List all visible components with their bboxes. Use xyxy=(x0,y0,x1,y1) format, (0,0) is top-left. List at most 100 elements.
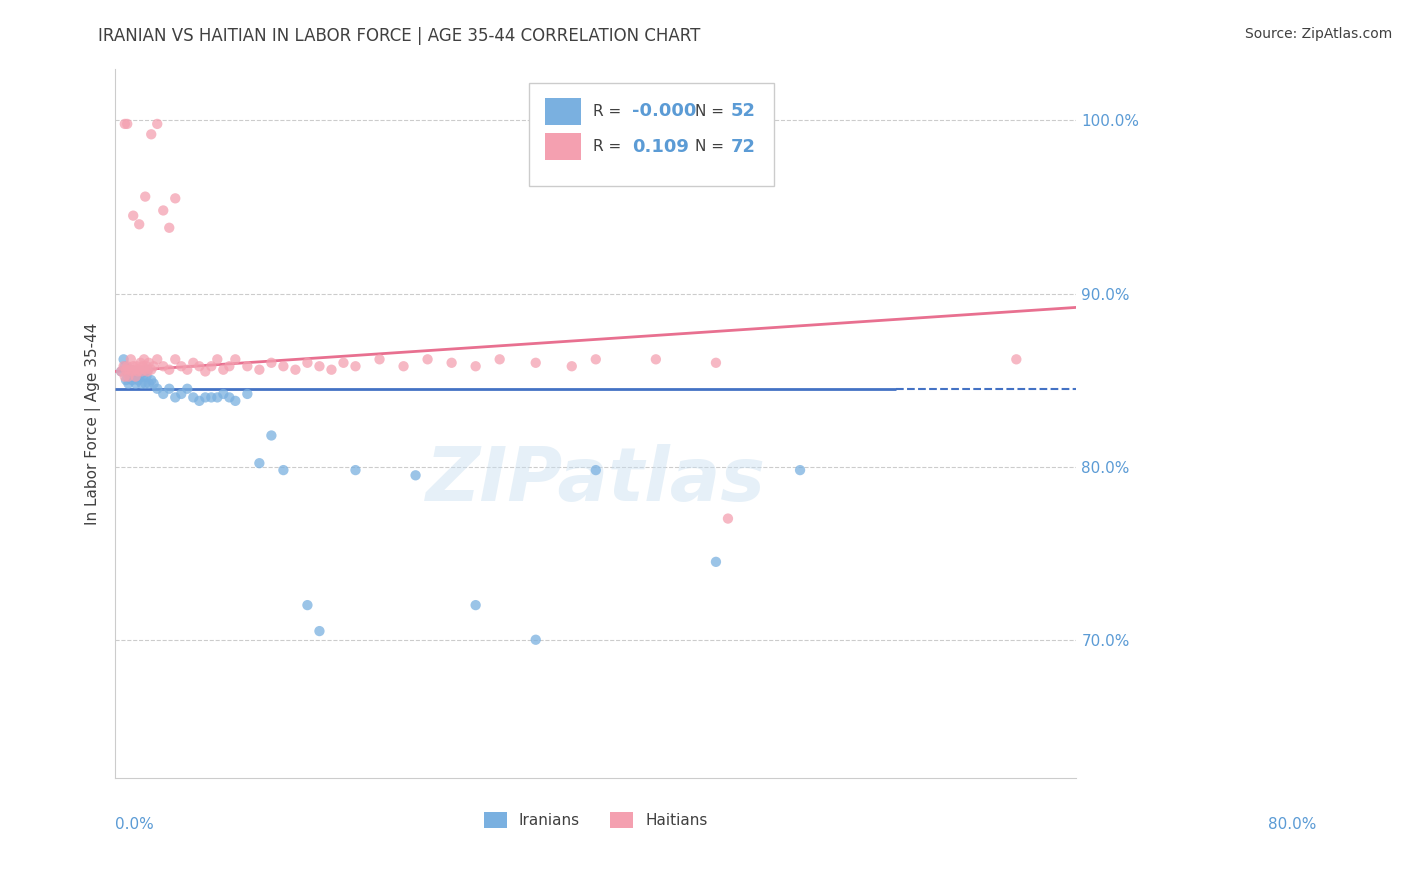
Bar xyxy=(546,133,581,160)
Point xyxy=(464,359,486,374)
Point xyxy=(121,373,143,387)
Point xyxy=(121,364,143,378)
Point xyxy=(308,359,330,374)
Point xyxy=(194,364,217,378)
Point xyxy=(122,209,145,223)
Point xyxy=(127,364,149,378)
Point xyxy=(124,369,146,384)
Point xyxy=(170,387,193,401)
Point xyxy=(247,456,270,470)
Point xyxy=(132,359,155,374)
Point xyxy=(132,352,155,367)
Point xyxy=(440,356,463,370)
Text: ZIPatlas: ZIPatlas xyxy=(426,443,766,516)
Point xyxy=(165,391,187,405)
Point xyxy=(297,356,319,370)
Point xyxy=(157,362,180,376)
Point xyxy=(704,555,727,569)
Point xyxy=(200,359,222,374)
Point xyxy=(115,359,138,374)
Point xyxy=(124,362,146,376)
Point xyxy=(585,463,607,477)
Text: IRANIAN VS HAITIAN IN LABOR FORCE | AGE 35-44 CORRELATION CHART: IRANIAN VS HAITIAN IN LABOR FORCE | AGE … xyxy=(98,27,700,45)
Point xyxy=(134,376,156,391)
Point xyxy=(132,364,155,378)
Point xyxy=(120,362,142,376)
Point xyxy=(117,369,139,384)
Point xyxy=(152,387,174,401)
Point xyxy=(127,373,149,387)
Point xyxy=(188,359,211,374)
Point xyxy=(170,359,193,374)
Point xyxy=(273,359,295,374)
Point xyxy=(112,352,135,367)
Point xyxy=(165,191,187,205)
Point xyxy=(115,373,138,387)
Point xyxy=(134,362,156,376)
Text: -0.000: -0.000 xyxy=(633,102,697,120)
Text: 0.0%: 0.0% xyxy=(115,817,153,832)
Point xyxy=(110,364,132,378)
Point xyxy=(194,391,217,405)
Point xyxy=(464,598,486,612)
Point xyxy=(224,352,246,367)
Point xyxy=(344,359,367,374)
Point xyxy=(125,359,148,374)
Point xyxy=(524,632,547,647)
Point xyxy=(114,369,136,384)
Point xyxy=(188,393,211,408)
Point xyxy=(157,220,180,235)
Point xyxy=(129,364,152,378)
Point xyxy=(120,352,142,367)
Point xyxy=(114,359,136,374)
Point xyxy=(165,352,187,367)
Point xyxy=(212,362,235,376)
Point xyxy=(136,362,159,376)
Text: N =: N = xyxy=(695,103,728,119)
Point xyxy=(141,373,163,387)
Point xyxy=(114,117,136,131)
Point xyxy=(218,359,240,374)
Point xyxy=(124,376,146,391)
Point xyxy=(212,387,235,401)
Point xyxy=(218,391,240,405)
Point xyxy=(138,356,160,370)
Point xyxy=(142,359,165,374)
Point xyxy=(176,382,198,396)
Point xyxy=(321,362,343,376)
Point xyxy=(141,128,163,142)
Point xyxy=(152,359,174,374)
Point xyxy=(260,428,283,442)
Point xyxy=(488,352,510,367)
Point xyxy=(124,369,146,384)
Point xyxy=(132,369,155,384)
Point xyxy=(122,359,145,374)
Point xyxy=(273,463,295,477)
Point xyxy=(344,463,367,477)
Point xyxy=(142,376,165,391)
Legend: Iranians, Haitians: Iranians, Haitians xyxy=(478,806,714,834)
Point xyxy=(1005,352,1028,367)
Point xyxy=(704,356,727,370)
Point xyxy=(110,364,132,378)
Point xyxy=(585,352,607,367)
FancyBboxPatch shape xyxy=(529,83,773,186)
Text: R =: R = xyxy=(593,139,631,154)
Point xyxy=(128,362,150,376)
Point xyxy=(368,352,391,367)
Point xyxy=(125,364,148,378)
Point xyxy=(176,362,198,376)
Point xyxy=(181,391,204,405)
Point xyxy=(118,362,141,376)
Point xyxy=(297,598,319,612)
Point xyxy=(136,364,159,378)
Point xyxy=(115,117,138,131)
Point xyxy=(115,364,138,378)
Point xyxy=(131,376,153,391)
Point xyxy=(152,203,174,218)
Point xyxy=(135,359,157,374)
Point xyxy=(129,356,152,370)
Point xyxy=(524,356,547,370)
Point xyxy=(146,382,169,396)
Point xyxy=(236,359,259,374)
